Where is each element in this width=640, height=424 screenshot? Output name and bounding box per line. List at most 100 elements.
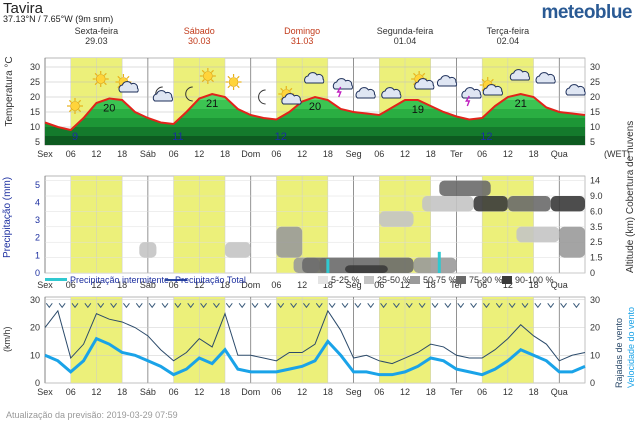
x-tick-label: 18 (323, 387, 333, 397)
x-tick-label: 12 (400, 149, 410, 159)
x-tick-label: 12 (297, 149, 307, 159)
x-tick-label: 12 (400, 387, 410, 397)
wind-direction-arrow (97, 303, 105, 309)
location-name: Tavira (3, 0, 44, 17)
precip-bar (326, 258, 330, 273)
y-tick-label-right: 10 (590, 122, 600, 132)
cloud-icon (381, 87, 402, 99)
day-label: Sábado 30.03 (164, 26, 234, 46)
x-tick-label: 12 (91, 149, 101, 159)
wind-direction-arrow (135, 303, 143, 309)
x-tick-label: 18 (426, 149, 436, 159)
x-tick-label: Sáb (140, 149, 156, 159)
wind-direction-arrow (431, 303, 439, 309)
x-tick-label: 12 (91, 387, 101, 397)
x-tick-label: 06 (374, 280, 384, 290)
moon-icon (258, 89, 266, 105)
x-tick-label: 06 (66, 149, 76, 159)
x-tick-label: 18 (220, 280, 230, 290)
x-tick-label: Qua (551, 280, 568, 290)
moon-icon (185, 86, 193, 102)
day-label: Terça-feira 02.04 (473, 26, 543, 46)
location-coords: 37.13°N / 7.65°W (9m snm) (3, 14, 114, 24)
x-tick-label: 06 (169, 149, 179, 159)
y-tick-label-right: 2.5 (590, 237, 603, 247)
y-axis-label: (km/h) (2, 327, 12, 353)
wind-direction-arrow (573, 303, 580, 309)
temperature-value: 20 (103, 103, 115, 115)
cloud-icon (509, 69, 530, 81)
x-tick-label: 06 (169, 387, 179, 397)
y-tick-label-right: 6.0 (590, 206, 603, 216)
wind-speed-line (44, 336, 586, 377)
x-tick-label: 12 (503, 280, 513, 290)
x-tick-label: 18 (323, 149, 333, 159)
x-tick-label: 18 (426, 387, 436, 397)
wind-direction-arrow (560, 303, 567, 309)
y-axis-label-speed: Velocidade do vento (626, 307, 636, 388)
legend-hourly-swatch (45, 278, 67, 281)
temperature-value: 21 (515, 98, 527, 110)
x-tick-label: 12 (194, 387, 204, 397)
x-tick-label: 12 (297, 280, 307, 290)
y-tick-label: 30 (30, 295, 40, 305)
x-tick-label: 12 (194, 149, 204, 159)
sun-cloud-icon (115, 74, 139, 93)
temperature-value: 12 (275, 131, 287, 143)
legend-hourly-label: Precipitação intermitente (70, 275, 169, 285)
y-tick-label-right: 3.5 (590, 222, 603, 232)
x-tick-label: Sáb (140, 280, 156, 290)
thunder-cloud-icon (461, 87, 482, 107)
wind-direction-arrow (277, 303, 285, 309)
x-tick-label: Qua (551, 387, 568, 397)
y-tick-label-right: 9.0 (590, 191, 603, 201)
y-tick-label-right: 30 (590, 62, 600, 72)
x-tick-label: Seg (346, 149, 362, 159)
day-label: Domingo 31.03 (267, 26, 337, 46)
x-tick-label: Dom (241, 387, 260, 397)
x-tick-label: Sex (37, 149, 53, 159)
cloud-cover-patch (550, 196, 585, 212)
cloud-cover-patch (379, 211, 414, 227)
x-tick-label: 06 (374, 387, 384, 397)
wind-direction-arrow (123, 303, 130, 309)
x-tick-label: Ter (450, 280, 463, 290)
cloud-cover-patch (139, 242, 157, 258)
cloud-icon (565, 84, 586, 96)
sun-icon (199, 68, 216, 84)
temperature-value: 11 (172, 131, 183, 143)
day-label: Sexta-feira 29.03 (61, 26, 131, 46)
legend-total-label: Precipitação Total (175, 275, 246, 285)
x-tick-label: 12 (400, 280, 410, 290)
wind-direction-arrow (174, 303, 182, 309)
wind-direction-arrow (341, 303, 349, 309)
x-tick-label: 06 (477, 149, 487, 159)
x-tick-label: 18 (220, 149, 230, 159)
brand-logo[interactable]: meteoblue (541, 2, 632, 23)
wind-direction-arrow (457, 303, 465, 309)
day-label: Segunda-feira 01.04 (370, 26, 440, 46)
y-tick-label: 4 (35, 197, 40, 207)
x-tick-label: 18 (529, 280, 539, 290)
legend-total-swatch (165, 279, 187, 281)
y-tick-label: 1 (35, 250, 40, 260)
wind-direction-arrow (251, 303, 259, 309)
wind-direction-arrow (483, 303, 490, 309)
x-tick-label: Ter (450, 387, 463, 397)
x-tick-label: 18 (117, 280, 127, 290)
temperature-band (45, 127, 585, 136)
wind-direction-arrow (495, 303, 503, 309)
wind-direction-arrow (161, 303, 169, 309)
day-date: 31.03 (290, 36, 314, 46)
legend-cover-label: 5-25 % (331, 275, 360, 285)
y-tick-label: 5 (35, 137, 40, 147)
x-tick-label: Seg (346, 280, 362, 290)
x-tick-label: 18 (529, 149, 539, 159)
temperature-line (44, 92, 586, 132)
wind-direction-arrow (534, 303, 542, 309)
legend-cover-swatch (364, 276, 374, 284)
sun-cloud-icon (479, 77, 503, 96)
temperature-value: 9 (72, 131, 78, 143)
cloud-cover-patch (507, 196, 551, 212)
y-tick-label: 0 (35, 268, 40, 278)
